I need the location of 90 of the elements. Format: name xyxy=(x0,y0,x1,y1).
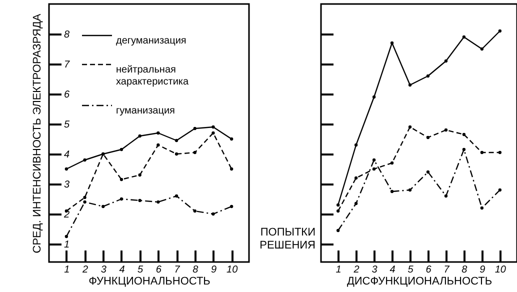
point xyxy=(372,158,376,162)
x-tick-label: 5 xyxy=(138,264,144,276)
point xyxy=(212,131,215,135)
y-tick-label: 8 xyxy=(64,30,70,40)
point xyxy=(390,190,394,194)
point xyxy=(408,83,412,87)
point xyxy=(498,29,502,33)
point xyxy=(138,198,142,202)
point xyxy=(354,176,358,180)
point xyxy=(498,188,502,192)
point xyxy=(64,234,68,238)
y-tick-label: 6 xyxy=(64,90,70,100)
y-axis-title: ПОПЫТКИ РЕШЕНИЯ xyxy=(260,226,316,252)
point xyxy=(462,148,466,152)
point xyxy=(480,206,484,210)
point xyxy=(138,134,142,138)
point xyxy=(212,125,215,129)
point xyxy=(444,128,448,132)
point xyxy=(156,143,160,147)
y-tick-label: 4 xyxy=(64,150,70,160)
x-tick-label: 10 xyxy=(494,264,506,276)
x-axis-title: ФУНКЦИОНАЛЬНОСТЬ xyxy=(88,276,210,288)
point xyxy=(230,204,234,208)
point xyxy=(498,150,502,154)
legend-label: нейтральная характеристика xyxy=(116,64,189,88)
point xyxy=(120,148,124,152)
point xyxy=(354,143,358,147)
point xyxy=(480,150,484,154)
x-tick-label: 6 xyxy=(156,264,162,276)
point xyxy=(64,167,68,171)
point xyxy=(390,161,394,165)
point xyxy=(138,173,142,177)
y-tick-label: 1 xyxy=(64,240,70,250)
point xyxy=(426,74,430,78)
x-tick-label: 3 xyxy=(372,264,378,276)
x-tick-label: 8 xyxy=(462,264,468,276)
x-tick-label: 2 xyxy=(82,264,88,276)
y-axis-title: СРЕД. ИНТЕНСИВНОСТЬ ЭЛЕКТРОРАЗРЯДА xyxy=(32,13,44,254)
point xyxy=(193,209,196,213)
point xyxy=(174,138,178,142)
y-tick-label: 3 xyxy=(64,180,70,190)
x-tick-label: 4 xyxy=(390,264,396,276)
point xyxy=(372,167,376,171)
point xyxy=(426,170,430,174)
legend-label: дегуманизация xyxy=(116,35,186,46)
x-tick-label: 5 xyxy=(408,264,414,276)
x-tick-label: 9 xyxy=(210,264,217,276)
point xyxy=(174,152,178,156)
point xyxy=(480,47,484,51)
point xyxy=(426,136,430,140)
x-tick-label: 1 xyxy=(336,264,342,276)
point xyxy=(444,59,448,63)
point xyxy=(336,203,340,207)
x-tick-label: 7 xyxy=(174,264,180,276)
point xyxy=(83,158,86,162)
point xyxy=(230,167,234,171)
point xyxy=(354,202,358,206)
x-axis-title: ДИСФУНКЦИОНАЛЬНОСТЬ xyxy=(346,276,492,288)
point xyxy=(174,194,178,198)
point xyxy=(102,204,105,208)
point xyxy=(408,125,412,129)
point xyxy=(212,212,215,216)
point xyxy=(462,35,466,39)
legend-label: гуманизация xyxy=(116,105,175,116)
point xyxy=(156,200,160,204)
x-tick-label: 3 xyxy=(100,264,107,276)
x-tick-label: 2 xyxy=(352,264,360,276)
point xyxy=(390,41,394,45)
x-tick-label: 10 xyxy=(226,264,238,276)
x-tick-label: 9 xyxy=(480,264,486,276)
point xyxy=(408,188,412,192)
point xyxy=(193,126,196,130)
x-tick-label: 8 xyxy=(192,264,199,276)
point xyxy=(193,150,196,154)
point xyxy=(156,131,160,135)
point xyxy=(230,137,234,141)
point xyxy=(83,196,86,200)
point xyxy=(336,228,340,232)
point xyxy=(372,95,376,99)
point xyxy=(336,209,340,213)
point xyxy=(120,197,124,201)
point xyxy=(120,178,124,182)
x-tick-label: 4 xyxy=(119,264,126,276)
point xyxy=(462,132,466,136)
y-tick-label: 5 xyxy=(64,120,70,130)
point xyxy=(83,200,86,204)
y-tick-label: 7 xyxy=(64,60,70,70)
point xyxy=(444,194,448,198)
x-tick-label: 6 xyxy=(426,264,432,276)
x-tick-label: 7 xyxy=(444,264,450,276)
